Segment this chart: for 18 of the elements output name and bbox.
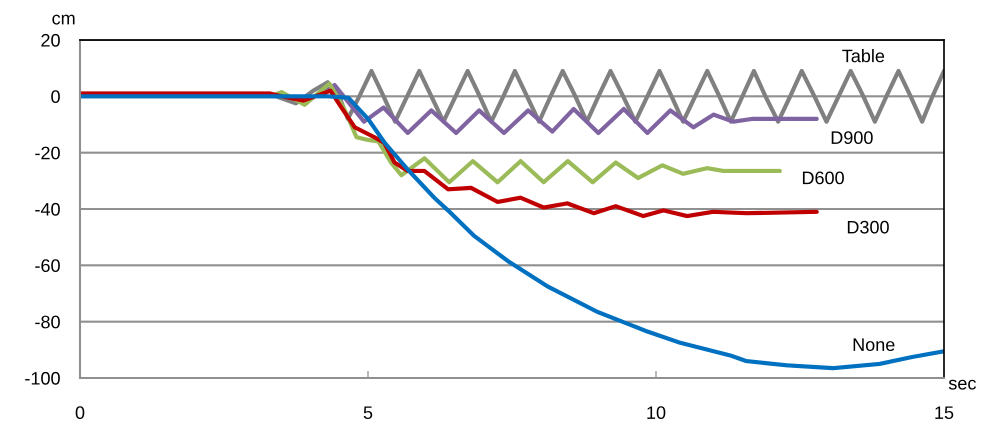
x-tick-label: 5	[364, 406, 372, 420]
series-label: None	[854, 338, 895, 352]
y-tick-label: -60	[35, 259, 60, 272]
y-tick-label: 20	[41, 34, 60, 47]
x-tick-label: 0	[76, 406, 84, 420]
y-axis-title: cm	[52, 14, 74, 25]
series-label: Table	[842, 49, 884, 62]
series-label: D600	[802, 171, 844, 184]
y-tick-label: 0	[51, 90, 60, 104]
series-label: D300	[848, 220, 889, 234]
y-tick-label: -100	[25, 372, 60, 385]
x-tick-label: 15	[935, 406, 954, 420]
x-axis-title: sec	[948, 380, 976, 390]
y-tick-label: -20	[35, 146, 60, 160]
x-tick-label: 10	[647, 406, 666, 420]
y-tick-label: -40	[35, 202, 60, 216]
series-label: D900	[832, 131, 873, 144]
y-tick-label: -80	[35, 316, 60, 328]
